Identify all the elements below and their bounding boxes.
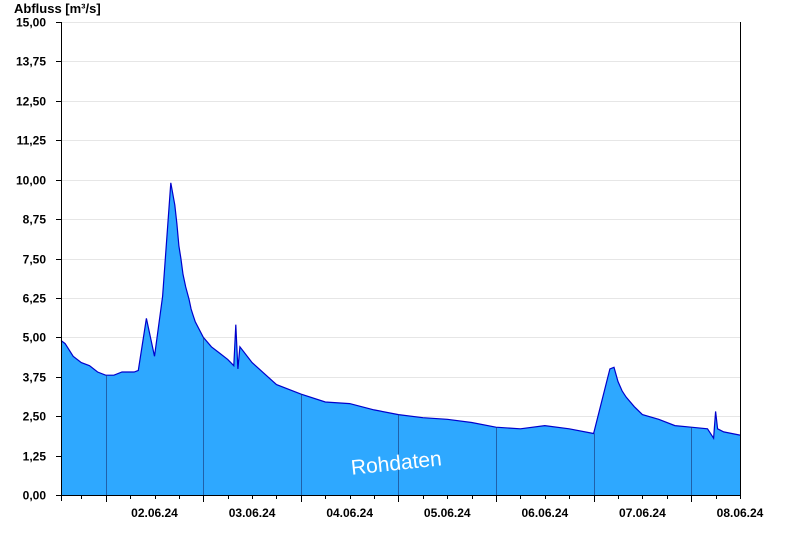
x-tick-label-5: 07.06.24 <box>619 506 666 520</box>
day-separators <box>106 337 692 495</box>
y-tick-label-4: 5,00 <box>23 331 47 345</box>
y-tick-label-10: 12,50 <box>16 95 46 109</box>
y-tick-label-8: 10,00 <box>16 174 46 188</box>
x-tick-label-0: 02.06.24 <box>131 506 178 520</box>
x-tick-label-6: 08.06.24 <box>717 506 764 520</box>
y-tick-label-3: 3,75 <box>23 371 47 385</box>
y-tick-label-11: 13,75 <box>16 55 46 69</box>
y-axis-label: Abfluss [m³/s] <box>14 1 101 16</box>
x-axis-ticks: 02.06.24 03.06.24 04.06.24 05.06.24 06.06.24… <box>81 495 764 520</box>
y-tick-label-5: 6,25 <box>23 292 47 306</box>
x-tick-label-2: 04.06.24 <box>326 506 373 520</box>
discharge-area <box>61 182 740 496</box>
y-tick-label-7: 8,75 <box>23 213 47 227</box>
y-axis-ticks: 0,00 1,25 2,50 3,75 5,00 6,25 7,50 8,75 10,00 11,… <box>16 16 61 503</box>
y-tick-label-1: 1,25 <box>23 450 47 464</box>
y-tick-label-6: 7,50 <box>23 253 47 267</box>
y-tick-label-9: 11,25 <box>17 134 47 148</box>
x-tick-label-1: 03.06.24 <box>229 506 276 520</box>
y-tick-label-2: 2,50 <box>23 410 47 424</box>
discharge-line <box>60 182 741 441</box>
y-tick-label-12: 15,00 <box>16 16 46 30</box>
x-tick-label-3: 05.06.24 <box>424 506 471 520</box>
x-tick-label-4: 06.06.24 <box>521 506 568 520</box>
y-tick-label-0: 0,00 <box>23 489 47 503</box>
